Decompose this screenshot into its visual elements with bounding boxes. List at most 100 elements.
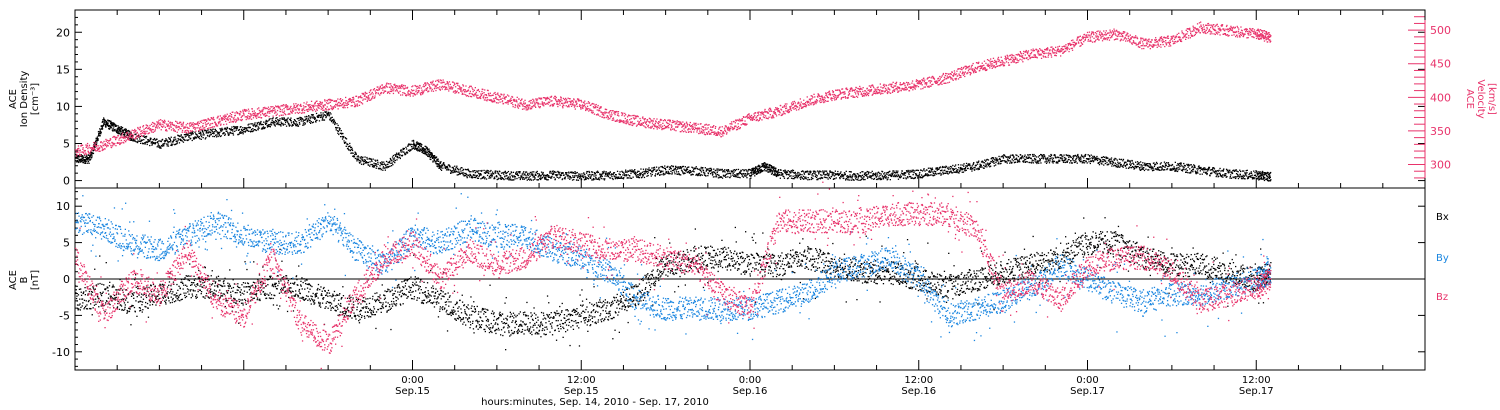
data-point [601, 175, 603, 178]
data-point [1175, 169, 1177, 171]
data-point [913, 177, 915, 180]
data-point [427, 155, 429, 157]
data-point [770, 168, 772, 170]
data-point [559, 171, 561, 173]
data-point [829, 171, 831, 173]
data-point [584, 177, 586, 179]
data-point [1259, 171, 1261, 173]
data-point [1165, 162, 1168, 164]
data-point [1063, 159, 1066, 162]
data-point [151, 144, 153, 146]
data-point [920, 169, 922, 171]
data-point [550, 172, 552, 174]
data-point [1098, 162, 1100, 164]
data-point [1177, 163, 1179, 165]
data-point [804, 170, 806, 173]
data-point [1253, 170, 1255, 172]
data-point [162, 121, 164, 123]
data-point [175, 140, 178, 142]
data-point [1268, 174, 1270, 176]
data-point [77, 148, 79, 150]
data-point [284, 119, 286, 122]
data-point [967, 167, 969, 170]
data-point [320, 112, 322, 114]
data-point [178, 139, 180, 141]
data-point [976, 163, 979, 165]
data-point [786, 171, 788, 174]
data-point [136, 131, 138, 134]
data-point [180, 134, 182, 136]
data-point [954, 171, 956, 173]
data-point [101, 148, 104, 150]
data-point [99, 145, 101, 147]
data-point [337, 132, 339, 134]
data-point [822, 171, 824, 173]
data-point [401, 149, 403, 151]
data-point [930, 171, 932, 173]
data-point [205, 124, 207, 126]
data-point [198, 130, 200, 132]
data-point [568, 172, 570, 174]
data-point [1139, 164, 1141, 166]
data-point [230, 114, 233, 116]
data-point [727, 169, 729, 172]
data-point [742, 176, 745, 178]
data-point [1098, 164, 1101, 166]
data-point [154, 142, 156, 145]
data-point [294, 120, 296, 122]
data-point [272, 117, 274, 119]
data-point [352, 152, 354, 154]
data-point [476, 177, 479, 179]
data-point [270, 118, 272, 120]
data-point [215, 134, 217, 136]
data-point [1234, 169, 1236, 171]
data-point [383, 163, 386, 165]
data-point [625, 170, 627, 173]
data-point [810, 178, 812, 181]
data-point [674, 167, 676, 170]
data-point [112, 143, 114, 145]
data-point [505, 172, 507, 174]
data-point [424, 150, 426, 152]
data-point [1263, 179, 1266, 182]
data-point [75, 161, 78, 163]
data-point [709, 170, 711, 173]
data-point [418, 143, 421, 146]
data-point [82, 155, 84, 157]
data-point [377, 163, 379, 165]
data-point [651, 167, 653, 169]
data-point [433, 159, 436, 162]
data-point [85, 152, 87, 154]
data-point [646, 170, 648, 172]
data-point [536, 173, 539, 175]
data-point [116, 131, 118, 134]
data-point [557, 171, 560, 174]
data-point [135, 135, 138, 137]
data-point [1069, 155, 1071, 157]
data-point [145, 127, 147, 129]
data-point [712, 171, 714, 173]
data-point [1218, 175, 1220, 177]
data-point [735, 175, 737, 177]
data-point [196, 123, 198, 125]
data-point [77, 160, 79, 163]
data-point [550, 177, 552, 179]
data-point [278, 119, 280, 122]
data-point [242, 110, 244, 113]
data-point [961, 171, 963, 173]
data-point [940, 170, 942, 172]
data-point [243, 108, 246, 111]
data-point [236, 119, 238, 122]
data-point [646, 172, 649, 175]
data-point [134, 133, 136, 136]
data-point [978, 160, 980, 162]
data-point [1191, 165, 1193, 167]
data-point [859, 172, 861, 174]
data-point [350, 149, 352, 151]
data-point [223, 132, 225, 134]
data-point [132, 135, 134, 137]
data-point [524, 177, 526, 179]
data-point [80, 159, 82, 161]
data-point [805, 171, 807, 173]
data-point [1151, 168, 1153, 170]
